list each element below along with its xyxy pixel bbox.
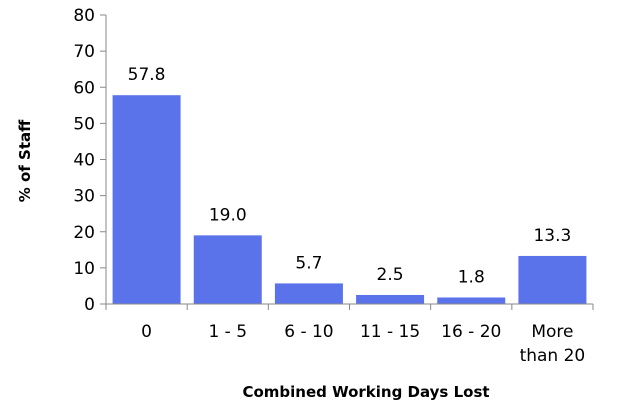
data-label: 19.0 [209,205,247,225]
bar [518,255,587,304]
x-tick-label: More [531,322,573,342]
data-label: 57.8 [128,65,166,85]
data-label: 1.8 [458,267,485,287]
x-tick-label: 1 - 5 [208,322,247,342]
y-tick-label: 80 [73,6,95,26]
y-tick-label: 70 [73,42,95,62]
bar [193,235,262,304]
x-tick-label: 11 - 15 [360,322,420,342]
data-label: 13.3 [533,226,571,246]
y-tick-label: 40 [73,151,95,171]
data-label: 5.7 [295,253,322,273]
x-tick-label: than 20 [520,346,586,366]
y-tick-label: 60 [73,78,95,98]
x-axis-title: Combined Working Days Lost [242,383,489,401]
bar [112,95,181,304]
x-tick-label: 16 - 20 [441,322,501,342]
x-tick-label: 6 - 10 [284,322,333,342]
y-tick-label: 20 [73,223,95,243]
y-tick-label: 50 [73,114,95,134]
y-tick-label: 30 [73,187,95,207]
y-tick-label: 0 [84,295,95,315]
bar [356,294,425,304]
bar [274,283,343,304]
plot-area: 0 10 20 30 40 50 60 70 80 57.8 0 19.0 1 - 5 5.7 6 - 10… [73,6,594,366]
data-label: 2.5 [377,265,404,285]
y-axis-title: % of Staff [16,119,34,202]
bar [437,297,506,304]
y-tick-label: 10 [73,259,95,279]
x-tick-label: 0 [141,322,152,342]
